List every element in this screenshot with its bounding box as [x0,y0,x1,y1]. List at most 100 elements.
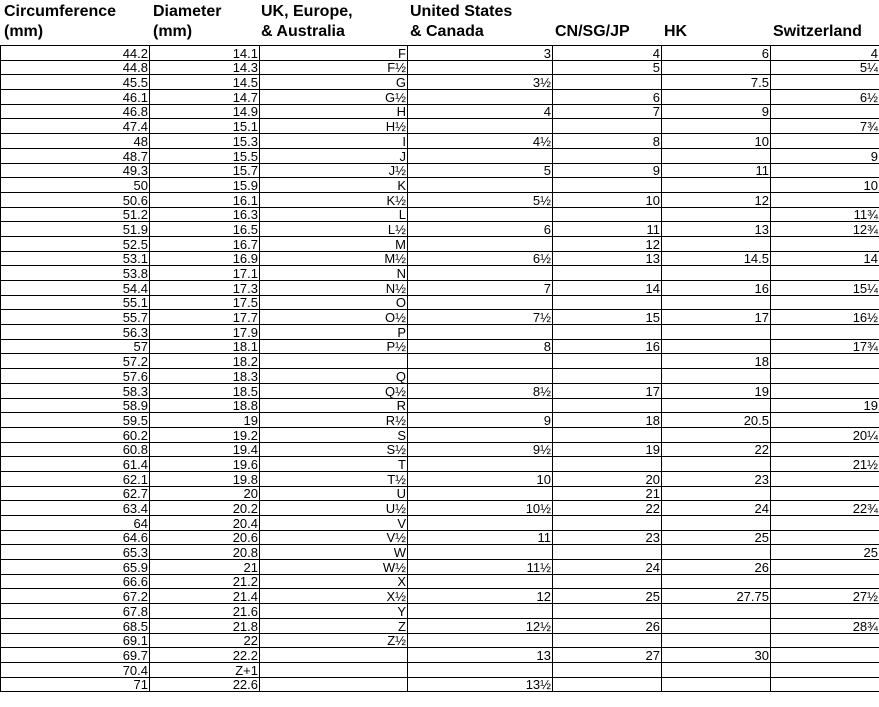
table-row: 58.9 18.8 R 19 [0,397,879,414]
cell-cn: 16 [552,338,662,355]
table-row: 58.3 18.5 Q½ 8½ 17 19 [0,382,879,399]
table-row: 51.2 16.3 L 11¾ [0,206,879,223]
cell-ch [770,368,879,384]
cell-cn: 26 [552,617,662,634]
cell-ch: 25 [770,544,879,561]
cell-circumference: 59.5 [0,412,150,428]
cell-circumference: 57.2 [0,353,150,370]
cell-us: 13½ [407,676,553,693]
cell-uk: K½ [259,191,408,208]
cell-us: 6½ [407,250,553,267]
cell-diameter: 15.5 [149,147,260,164]
cell-diameter: 14.1 [149,45,260,61]
table-row: 61.4 19.6 T 21½ [0,456,879,472]
cell-uk: O [259,294,408,311]
cell-ch [770,103,879,120]
cell-hk: 23 [661,470,771,487]
cell-ch [770,294,879,311]
cell-ch [770,191,879,208]
cell-cn: 12 [552,235,662,252]
cell-uk: J½ [259,162,408,179]
cell-us: 10½ [407,500,553,516]
cell-cn: 5 [552,59,662,76]
cell-us: 11½ [407,559,553,575]
header-hk: HK [664,23,688,40]
cell-hk [661,617,771,634]
cell-uk: R [259,397,408,414]
cell-cn: 9 [552,162,662,179]
cell-diameter: 17.5 [149,294,260,311]
cell-us [407,456,553,472]
cell-ch [770,133,879,149]
table-row: 64 20.4 V [0,515,879,531]
table-row: 48 15.3 I 4½ 8 10 [0,133,879,149]
cell-us [407,603,553,619]
cell-uk: O½ [259,309,408,326]
cell-ch: 4 [770,45,879,61]
cell-uk: U½ [259,500,408,516]
cell-ch: 28¾ [770,617,879,634]
table-header: Circumference (mm) Diameter (mm) UK, Eur… [0,0,879,45]
cell-diameter: 21.4 [149,588,260,605]
cell-diameter: 15.1 [149,118,260,135]
cell-hk: 14.5 [661,250,771,267]
cell-hk: 24 [661,500,771,516]
table-row: 54.4 17.3 N½ 7 14 16 15¼ [0,280,879,296]
cell-ch: 16½ [770,309,879,326]
cell-hk [661,59,771,76]
cell-circumference: 61.4 [0,456,150,472]
cell-diameter: Z+1 [149,661,260,678]
cell-circumference: 48 [0,133,150,149]
cell-ch [770,74,879,91]
cell-uk: M [259,235,408,252]
table-row: 57.2 18.2 18 [0,353,879,370]
cell-ch [770,470,879,487]
cell-us [407,147,553,164]
cell-diameter: 14.5 [149,74,260,91]
cell-hk [661,661,771,678]
cell-circumference: 50.6 [0,191,150,208]
cell-ch [770,647,879,663]
cell-us: 12½ [407,617,553,634]
cell-us: 12 [407,588,553,605]
cell-us: 7½ [407,309,553,326]
cell-ch [770,265,879,281]
cell-hk: 27.75 [661,588,771,605]
cell-ch [770,573,879,590]
cell-circumference: 57.6 [0,368,150,384]
cell-uk: F½ [259,59,408,76]
cell-cn: 14 [552,280,662,296]
cell-circumference: 71 [0,676,150,693]
cell-hk: 26 [661,559,771,575]
cell-circumference: 65.3 [0,544,150,561]
cell-cn [552,294,662,311]
cell-hk [661,294,771,311]
table-row: 69.7 22.2 13 27 30 [0,647,879,663]
cell-ch [770,235,879,252]
table-row: 49.3 15.7 J½ 5 9 11 [0,162,879,179]
cell-cn [552,676,662,693]
cell-uk: Q½ [259,382,408,399]
cell-diameter: 16.7 [149,235,260,252]
cell-ch: 12¾ [770,221,879,237]
table-row: 68.5 21.8 Z 12½ 26 28¾ [0,617,879,634]
cell-circumference: 55.1 [0,294,150,311]
cell-ch: 17¾ [770,338,879,355]
cell-cn [552,515,662,531]
cell-uk: H½ [259,118,408,135]
cell-us: 9 [407,412,553,428]
cell-hk: 16 [661,280,771,296]
cell-us [407,235,553,252]
table-row: 53.1 16.9 M½ 6½ 13 14.5 14 [0,250,879,267]
cell-diameter: 18.3 [149,368,260,384]
cell-uk: P [259,324,408,340]
cell-ch [770,485,879,502]
cell-hk: 20.5 [661,412,771,428]
cell-diameter: 16.5 [149,221,260,237]
cell-diameter: 16.9 [149,250,260,267]
cell-ch [770,559,879,575]
cell-cn: 22 [552,500,662,516]
cell-circumference: 51.9 [0,221,150,237]
cell-cn [552,74,662,91]
cell-cn: 4 [552,45,662,61]
